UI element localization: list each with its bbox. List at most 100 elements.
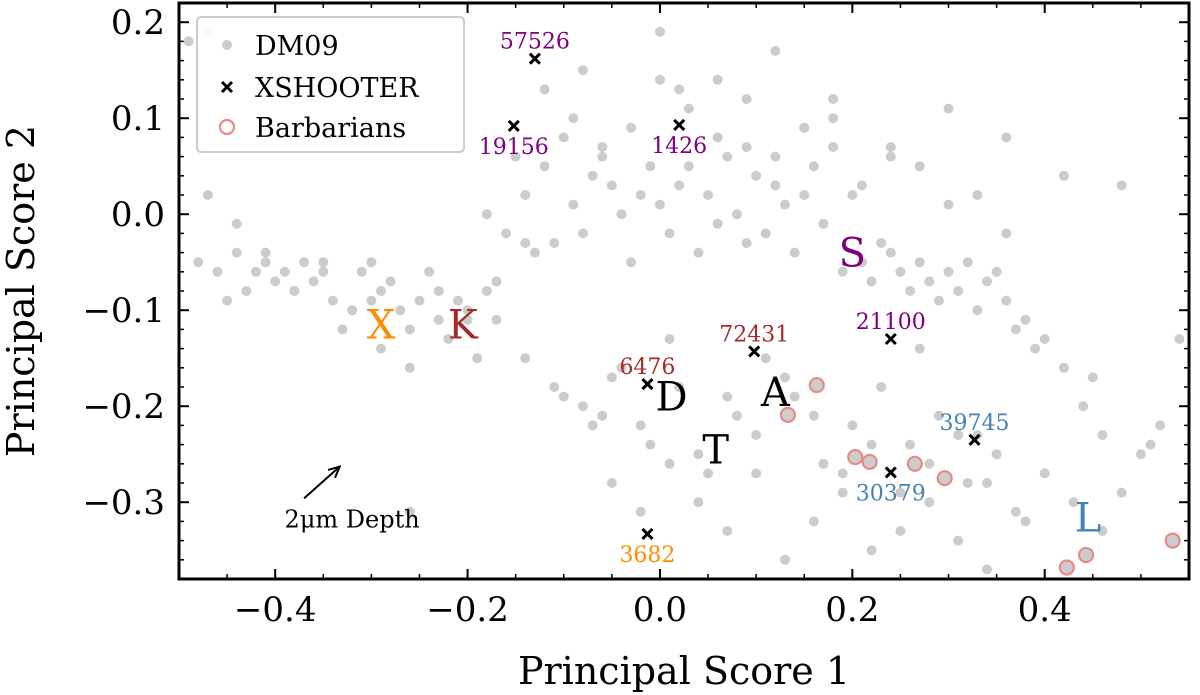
legend-box: [196, 16, 465, 153]
dm09-point: [924, 497, 935, 508]
point-label: 1426: [651, 134, 707, 159]
dm09-point: [279, 266, 290, 277]
class-label: S: [839, 231, 866, 277]
barbarian-point: [906, 455, 923, 472]
dm09-point: [635, 190, 646, 200]
dm09-point: [597, 410, 608, 421]
dm09-point: [424, 266, 435, 277]
dm09-point: [1068, 497, 1079, 508]
xshooter-point: [507, 119, 520, 132]
dm09-point: [751, 170, 762, 181]
dm09-point: [760, 353, 771, 364]
dm09-point: [231, 247, 242, 258]
dm09-point: [799, 190, 810, 200]
dm09-point: [751, 468, 762, 479]
dm09-point: [818, 218, 829, 229]
dm09-point: [924, 276, 935, 287]
dm09-point: [1087, 372, 1098, 383]
dm09-point: [1135, 449, 1146, 460]
dm09-point: [1078, 401, 1089, 412]
barbarian-points: [779, 376, 1181, 576]
dm09-point: [260, 257, 271, 268]
y-tick-label: −0.2: [82, 387, 165, 427]
dm09-point: [606, 180, 617, 191]
dm09-point: [578, 401, 588, 412]
dm09-point: [231, 218, 242, 229]
dm09-point: [895, 266, 906, 277]
dm09-point: [693, 449, 704, 460]
dm09-point: [183, 36, 194, 47]
dm09-point: [1116, 487, 1127, 498]
dm09-point: [654, 26, 665, 37]
xshooter-point: [748, 345, 761, 358]
dm09-point: [202, 190, 213, 200]
dm09-point: [866, 545, 877, 556]
dm09-point: [250, 266, 261, 277]
dm09-point: [318, 257, 329, 268]
dm09-point: [1145, 439, 1156, 450]
dm09-point: [1155, 420, 1166, 431]
dm09-point: [404, 324, 415, 335]
legend-marker-dm09: [222, 40, 232, 50]
dm09-point: [933, 295, 944, 306]
dm09-point: [1020, 516, 1031, 527]
dm09-point: [741, 238, 752, 248]
dm09-point: [962, 257, 973, 268]
dm09-point: [1001, 228, 1012, 239]
dm09-point: [568, 113, 579, 124]
dm09-point: [914, 161, 925, 172]
xshooter-point: [673, 118, 686, 131]
dm09-point: [395, 305, 406, 316]
dm09-point: [1097, 430, 1108, 440]
dm09-point: [683, 103, 694, 114]
dm09-point: [433, 286, 444, 296]
legend: DM09 XSHOOTER Barbarians: [196, 16, 465, 153]
dm09-point: [626, 122, 637, 133]
dm09-point: [654, 199, 665, 210]
point-label: 19156: [479, 135, 549, 160]
dm09-point: [1030, 343, 1041, 354]
dm09-point: [982, 276, 992, 287]
y-tick-label: 0.0: [111, 195, 165, 235]
depth-arrow-shaft: [303, 465, 341, 500]
dm09-point: [616, 362, 627, 373]
dm09-point: [635, 420, 646, 431]
dm09-point: [885, 151, 896, 162]
dm09-point: [799, 122, 810, 133]
x-tick-label: 0.0: [633, 590, 687, 630]
dm09-point: [982, 564, 992, 575]
axes-ticks: −0.4 −0.2 0.0 0.2 0.4 −0.3 −0.2 −0.1 0.0 0.1 0.2: [82, 2, 1190, 630]
dm09-point: [953, 286, 964, 296]
dm09-point: [876, 238, 887, 248]
dm09-point: [366, 257, 377, 268]
barbarian-point: [1058, 559, 1075, 576]
dm09-point: [347, 305, 358, 316]
dm09-point: [808, 161, 819, 172]
dm09-point: [703, 190, 714, 200]
dm09-point: [520, 238, 531, 248]
dm09-point: [270, 276, 281, 287]
dm09-point: [1058, 362, 1069, 373]
dm09-point: [914, 343, 925, 354]
dm09-point: [837, 468, 848, 479]
dm09-point: [876, 382, 887, 392]
x-tick-label: −0.4: [234, 590, 317, 630]
dm09-point: [991, 449, 1002, 460]
legend-marker-xshooter: [220, 80, 234, 94]
xshooter-point: [641, 378, 654, 391]
xshooter-point: [528, 52, 541, 65]
dm09-point: [1020, 314, 1031, 325]
dm09-point: [972, 190, 983, 200]
dm09-point: [520, 353, 531, 364]
dm09-point: [933, 410, 944, 421]
dm09-point: [481, 209, 492, 220]
y-tick-label: −0.3: [82, 483, 165, 523]
dm09-point: [866, 276, 877, 287]
dm09-point: [828, 142, 839, 152]
dm09-point: [529, 247, 540, 258]
dm09-point: [260, 247, 271, 258]
dm09-point: [318, 266, 329, 277]
dm09-point: [501, 228, 512, 239]
dm09-point: [847, 190, 858, 200]
